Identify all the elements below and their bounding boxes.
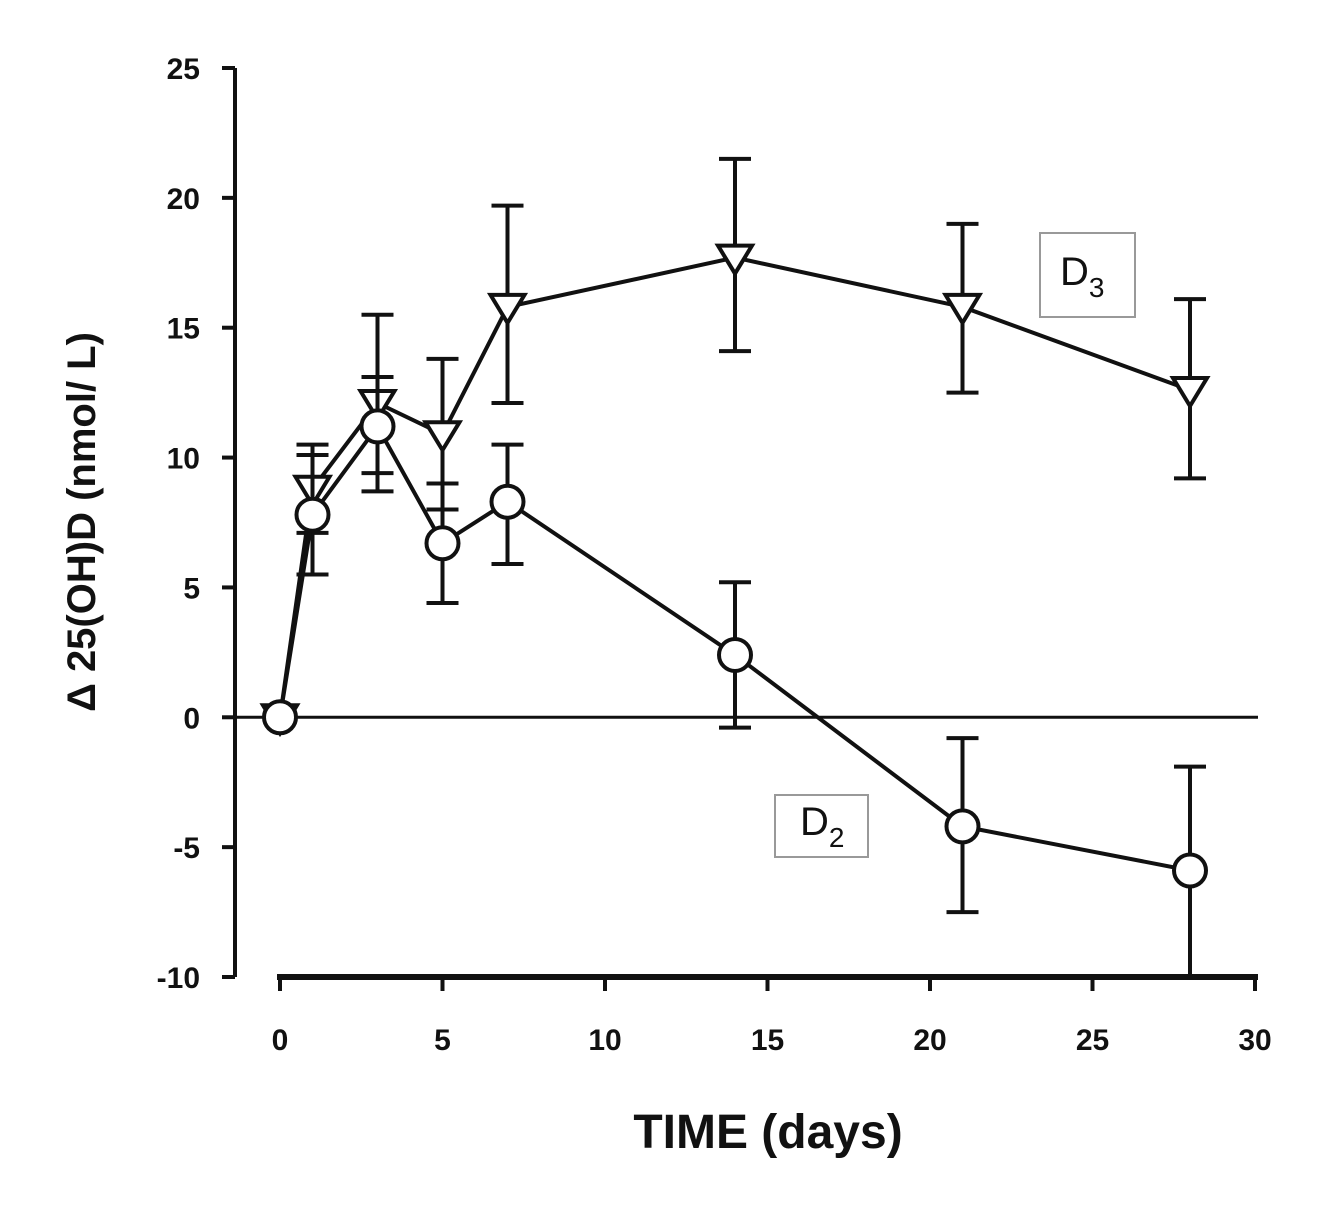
d2-point — [424, 525, 461, 562]
y-tick-label: -5 — [173, 832, 200, 865]
x-tick-label: 30 — [1238, 1024, 1271, 1057]
d2-point — [489, 483, 526, 520]
d3-point — [941, 292, 984, 327]
legend-d2-sub: 2 — [829, 822, 845, 853]
x-tick-label: 0 — [272, 1024, 289, 1057]
y-tick-label: -10 — [157, 962, 200, 995]
series-d3 — [259, 156, 1211, 738]
y-axis-label: Δ 25(OH)D (nmol/ L) — [60, 332, 104, 712]
d3-point — [714, 243, 756, 278]
y-tick-label: 10 — [167, 443, 200, 476]
marks — [259, 156, 1211, 979]
x-axis-label: TIME (days) — [633, 1106, 902, 1159]
svg-text:D3: D3 — [1060, 250, 1104, 303]
legend-d3-sub: 3 — [1089, 272, 1105, 303]
y-tick-label: 20 — [167, 183, 200, 216]
x-tick-label: 10 — [588, 1024, 621, 1057]
d3-point — [421, 420, 464, 455]
x-tick-label: 5 — [434, 1024, 451, 1057]
d2-point — [262, 699, 298, 736]
x-tick-label: 15 — [751, 1024, 784, 1057]
d3-point — [486, 292, 529, 327]
d2-point — [944, 808, 981, 845]
d2-point — [717, 636, 753, 673]
d3-line — [278, 255, 1191, 718]
y-tick-label: 25 — [167, 53, 200, 86]
x-tick-label: 25 — [1076, 1024, 1109, 1057]
d2-line — [278, 422, 1191, 873]
series-d2 — [262, 375, 1208, 979]
legend-d2-main: D — [800, 800, 829, 844]
y-tick-label: 15 — [167, 313, 200, 346]
x-tick-label: 20 — [913, 1024, 946, 1057]
d2-point — [294, 496, 331, 533]
axes: 25 20 15 10 5 0 -5 -10 0 5 10 15 20 25 30 — [157, 53, 1272, 1057]
legend-label-d3: D3 — [1039, 232, 1136, 318]
d3-point — [1169, 376, 1211, 410]
legend-label-d2: D2 — [774, 794, 869, 858]
d2-point — [1172, 852, 1208, 889]
y-tick-label: 5 — [183, 572, 200, 605]
legend-d3-main: D — [1060, 250, 1089, 294]
d2-point — [359, 408, 396, 445]
svg-text:D2: D2 — [800, 800, 844, 853]
y-tick-label: 0 — [183, 702, 200, 735]
